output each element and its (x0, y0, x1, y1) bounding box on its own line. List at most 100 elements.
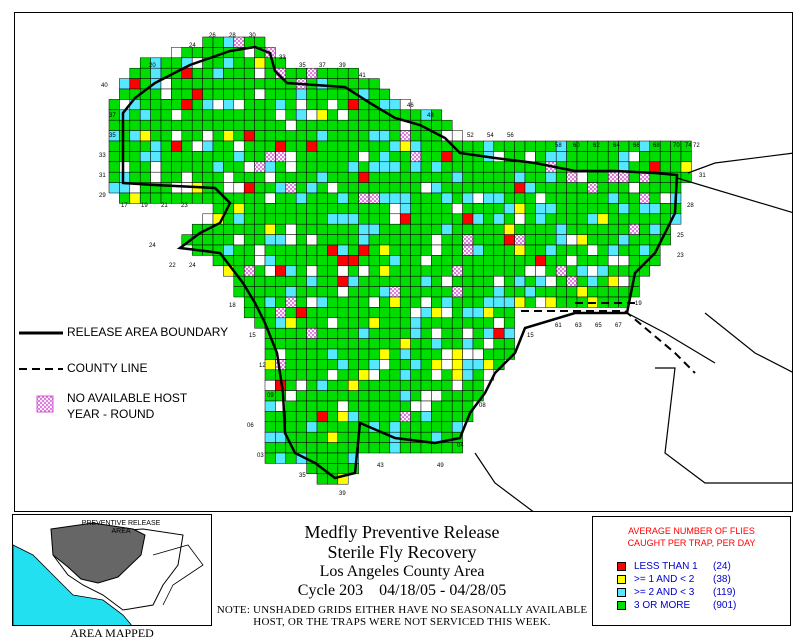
trap-grid-cell (420, 244, 432, 256)
grid-label-top: 58 (555, 143, 562, 149)
trap-grid-cell (587, 255, 599, 267)
trap-grid-cell (275, 327, 287, 339)
grid-label-top: 74 (685, 143, 692, 149)
trap-grid-cell (337, 171, 349, 183)
trap-grid-cell (420, 317, 432, 329)
trap-grid-cell (389, 192, 401, 204)
grid-label-top: 52 (467, 133, 474, 139)
trap-grid-cell (171, 192, 183, 204)
trap-grid-cell (358, 327, 370, 339)
grid-label-top: 37 (319, 63, 326, 69)
trap-grid-cell (347, 296, 359, 308)
trap-grid-cell (597, 151, 609, 163)
trap-grid-cell (379, 223, 391, 235)
trap-grid-cell (493, 317, 505, 329)
trap-grid-cell (139, 130, 151, 142)
trap-grid-cell (431, 255, 443, 267)
trap-grid-cell (368, 286, 380, 298)
trap-grid-cell (431, 151, 443, 163)
trap-grid-cell (368, 88, 380, 100)
trap-grid-cell (441, 161, 453, 173)
trap-grid-cell (285, 379, 297, 391)
trap-grid-cell (431, 359, 443, 371)
trap-grid-cell (337, 88, 349, 100)
trap-grid-cell (337, 67, 349, 79)
trap-grid-cell (337, 431, 349, 443)
trap-grid-cell (254, 286, 266, 298)
trap-grid-cell (389, 203, 401, 215)
trap-grid-cell (202, 192, 214, 204)
trap-grid-cell (337, 379, 349, 391)
trap-grid-cell (493, 192, 505, 204)
trap-grid-cell (171, 109, 183, 121)
trap-grid-cell (431, 203, 443, 215)
trap-grid-cell (555, 223, 567, 235)
trap-grid-cell (545, 265, 557, 277)
trap-grid-cell (451, 327, 463, 339)
trap-grid-cell (649, 213, 661, 225)
trap-grid-cell (607, 286, 619, 298)
trap-grid-cell (254, 161, 266, 173)
trap-grid-cell (150, 151, 162, 163)
key-heading-1: AVERAGE NUMBER OF FLIES (628, 526, 755, 536)
trap-grid-cell (659, 182, 671, 194)
trap-grid-cell (108, 140, 120, 152)
trap-grid-cell (483, 213, 495, 225)
trap-grid-cell (358, 244, 370, 256)
trap-grid-cell (191, 67, 203, 79)
trap-grid-cell (191, 78, 203, 90)
trap-grid-cell (306, 327, 318, 339)
trap-grid-cell (462, 348, 474, 360)
trap-grid-cell (399, 130, 411, 142)
trap-grid-cell (431, 265, 443, 277)
trap-grid-cell (275, 307, 287, 319)
grid-label-top: 20 (149, 63, 156, 69)
trap-grid-cell (379, 442, 391, 454)
trap-grid-cell (129, 67, 141, 79)
trap-grid-cell (441, 182, 453, 194)
trap-grid-cell (441, 296, 453, 308)
trap-grid-cell (306, 88, 318, 100)
trap-grid-cell (524, 192, 536, 204)
trap-grid-cell (420, 265, 432, 277)
trap-grid-cell (431, 223, 443, 235)
trap-grid-cell (358, 338, 370, 350)
trap-grid-cell (358, 140, 370, 152)
trap-grid-cell (223, 99, 235, 111)
trap-grid-cell (472, 182, 484, 194)
trap-grid-cell (618, 140, 630, 152)
inset-coast (152, 544, 204, 606)
trap-grid-cell (243, 57, 255, 69)
trap-grid-cell (472, 317, 484, 329)
trap-grid-cell (327, 348, 339, 360)
trap-grid-cell (212, 171, 224, 183)
trap-grid-cell (389, 234, 401, 246)
trap-grid-cell (119, 192, 131, 204)
trap-grid-cell (389, 421, 401, 433)
grid-label-top: 26 (209, 33, 216, 39)
trap-grid-cell (223, 140, 235, 152)
trap-grid-cell (275, 234, 287, 246)
trap-grid-cell (493, 151, 505, 163)
trap-grid-cell (306, 99, 318, 111)
trap-grid-cell (680, 151, 692, 163)
trap-grid-cell (420, 171, 432, 183)
trap-grid-cell (181, 151, 193, 163)
trap-grid-cell (358, 442, 370, 454)
cyan-swatch (617, 588, 626, 597)
trap-grid-cell (431, 348, 443, 360)
trap-grid-cell (524, 213, 536, 225)
trap-grid-cell (223, 57, 235, 69)
trap-grid-cell (150, 119, 162, 131)
trap-grid-cell (171, 171, 183, 183)
trap-grid-cell (316, 411, 328, 423)
trap-grid-cell (483, 192, 495, 204)
trap-grid-cell (285, 99, 297, 111)
trap-grid-cell (451, 369, 463, 381)
trap-grid-cell (129, 130, 141, 142)
trap-grid-cell (347, 109, 359, 121)
inset-label-2: AREA (111, 528, 130, 535)
trap-grid-cell (295, 338, 307, 350)
trap-grid-cell (327, 369, 339, 381)
trap-grid-cell (451, 338, 463, 350)
